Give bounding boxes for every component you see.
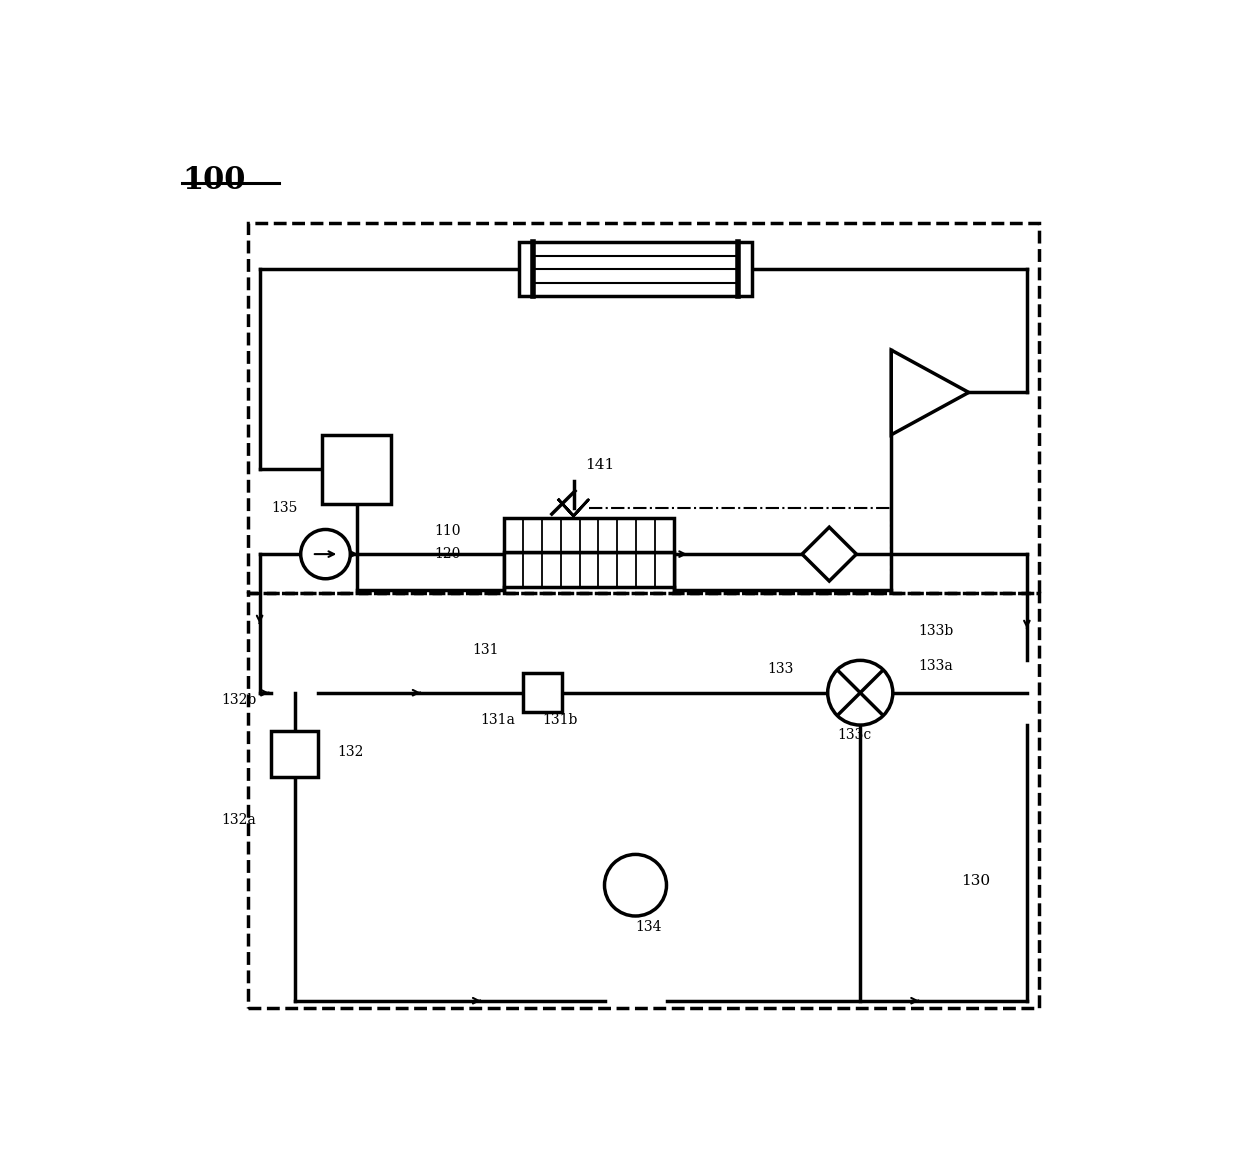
Polygon shape: [892, 350, 968, 435]
Text: 131a: 131a: [481, 713, 516, 727]
Text: 134: 134: [635, 920, 662, 934]
Bar: [523, 673, 562, 712]
Text: 141: 141: [585, 459, 614, 473]
Bar: [503, 552, 675, 586]
Text: 135: 135: [272, 501, 298, 515]
Text: 133c: 133c: [837, 728, 872, 742]
Text: 132: 132: [337, 745, 363, 759]
Circle shape: [828, 661, 893, 726]
Text: 130: 130: [961, 874, 990, 888]
Text: 131: 131: [472, 643, 500, 657]
Text: 133: 133: [768, 663, 794, 677]
Circle shape: [605, 854, 667, 916]
Text: 120: 120: [434, 547, 460, 561]
Text: 133b: 133b: [919, 624, 954, 637]
Text: 133a: 133a: [919, 658, 954, 672]
Bar: [520, 242, 751, 297]
Bar: [272, 731, 317, 778]
Circle shape: [300, 530, 351, 578]
Text: 110: 110: [434, 524, 460, 538]
Text: 100: 100: [182, 166, 246, 196]
Text: 131b: 131b: [543, 713, 578, 727]
Polygon shape: [802, 527, 857, 581]
Bar: [503, 518, 675, 552]
Text: 132a: 132a: [221, 812, 255, 826]
Bar: [321, 435, 392, 504]
Text: 132b: 132b: [221, 693, 257, 707]
